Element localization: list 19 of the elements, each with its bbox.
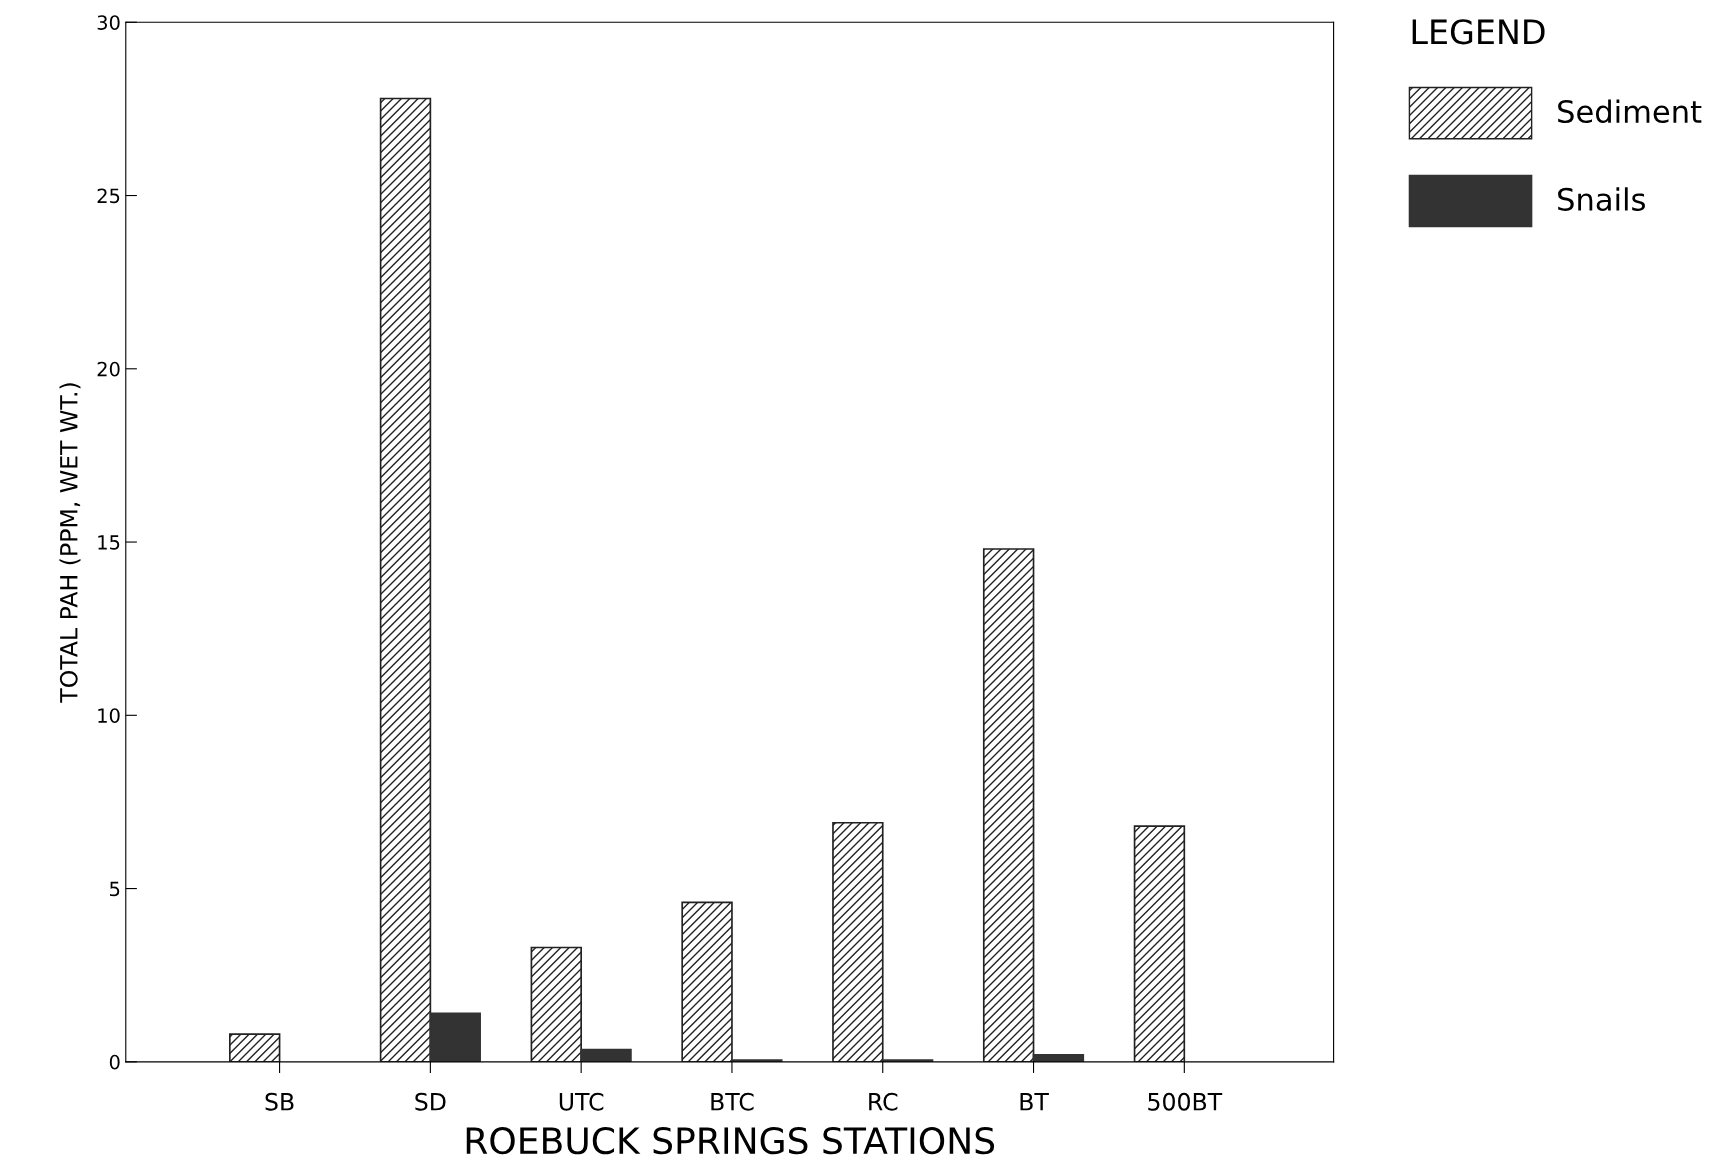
legend-label: Sediment [1558,99,1702,124]
y-tick-label: 10 [98,708,120,723]
x-tick-label: UTC [559,1092,604,1111]
y-tick-label: 25 [97,188,120,204]
y-tick-label: 20 [97,361,120,377]
y-tick-label: 30 [97,15,120,30]
y-tick-label: 0 [109,1054,120,1070]
x-tick-label: BT [1020,1093,1049,1111]
legend-label: Snails [1558,187,1645,211]
x-tick-label: SB [265,1092,294,1111]
y-tick-label: 15 [98,535,120,550]
x-tick-label: SD [415,1092,446,1111]
y-tick-label: 5 [110,881,120,897]
y-axis-title: TOTAL PAH (PPM, WET WT.) [59,383,81,703]
x-tick-label: BTC [711,1092,754,1111]
x-axis-title: ROEBUCK SPRINGS STATIONS [466,1126,995,1155]
legend-title: LEGEND [1412,19,1545,45]
x-tick-label: RC [869,1092,898,1111]
x-tick-label: 500BT [1148,1092,1223,1111]
